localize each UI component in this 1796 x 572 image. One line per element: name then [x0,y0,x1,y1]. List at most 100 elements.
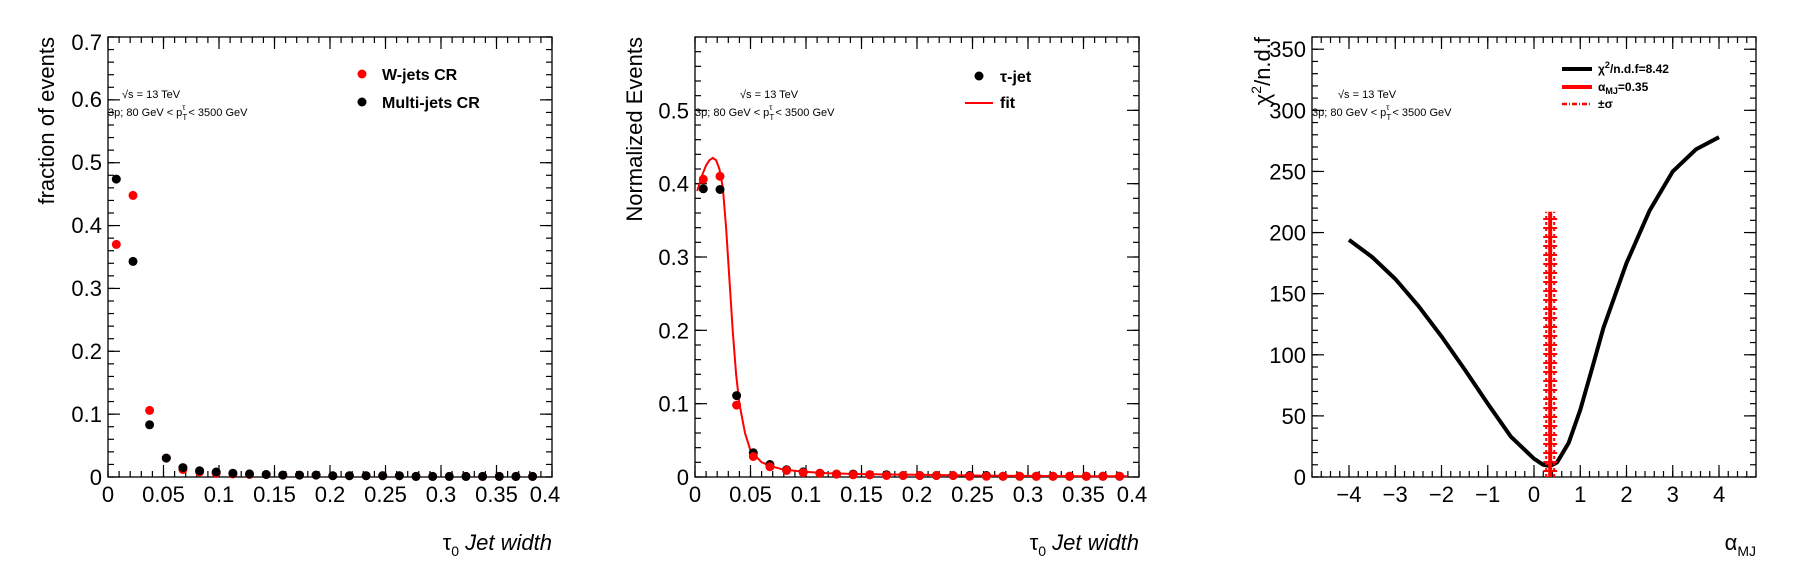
p2-xtick-label: 0 [689,482,701,507]
data-point [478,471,488,481]
data-point [394,471,404,481]
p3-ylabel-b: /n.d.f [1250,36,1275,86]
p3-ytick-label: 150 [1269,282,1306,307]
p3-data [1347,135,1720,477]
data-point [715,171,725,181]
p2-legend: τ-jet fit [965,69,1032,112]
p2-y-axis-label: Normalized Events [622,37,647,222]
p3-y-axis-label: χ2/n.d.f [1248,36,1275,105]
data-point [832,469,841,479]
p3-xtick-label: 4 [1713,482,1725,507]
p1-cut-sub: T [182,113,187,122]
p1-x-axis-label: τ0 Jet width [443,530,552,559]
p2-xlabel-rest: Jet width [1046,530,1139,555]
p3-ytick-label: 250 [1269,159,1306,184]
p1-cut-label: 3p; 80 GeV < pTτ < 3500 GeV [108,103,248,122]
chi2-curve [1347,135,1720,468]
p3-legend-chi2-a: χ [1598,62,1605,76]
data-point [411,471,421,481]
p3-legend-sigma: ±σ [1598,97,1613,111]
data-point [128,256,138,266]
data-point [882,471,891,480]
data-point [511,471,521,481]
p3-xtick-label: −3 [1383,482,1408,507]
p3-ytick-label: 350 [1269,37,1306,62]
p3-legend-alpha-b: =0.35 [1618,80,1649,94]
p3-xlabel-sub: MJ [1737,543,1756,559]
p1-ytick-label: 0.1 [71,402,102,427]
data-point [732,391,742,401]
p2-legend-fit: fit [1000,95,1016,112]
p1-xtick-label: 0.15 [253,482,296,507]
p3-frame [1311,36,1757,478]
data-point [865,470,875,480]
p1-cut-a: 3p; 80 GeV < p [108,107,182,119]
p3-legend-alpha-sub: MJ [1605,86,1618,96]
data-point [998,471,1008,481]
data-point [311,470,321,480]
data-point [765,462,775,472]
p3-xtick-label: 0 [1528,482,1540,507]
p2-legend-marker-taujet [974,71,984,81]
data-point [715,185,725,194]
p3-legend: χ2/n.d.f=8.42 αMJ=0.35 ±σ [1562,60,1669,111]
data-point [494,471,504,481]
p1-xlabel-sub: 0 [451,543,459,559]
p1-xtick-label: 0.2 [315,482,346,507]
p3-ticks [1311,36,1757,478]
data-point [261,470,271,479]
p1-y-axis-label: fraction of events [34,37,59,205]
p2-ticks [694,36,1140,478]
p3-legend-alpha-a: α [1598,80,1606,94]
p1-energy-label: √s = 13 TeV [122,89,181,101]
p1-ticks [107,36,553,478]
p3-xtick-label: 3 [1667,482,1679,507]
fit-curve [696,156,1128,478]
p1-data-points [111,174,538,481]
p2-y-tick-labels: 0 0.1 0.2 0.3 0.4 0.5 [658,98,689,490]
p1-legend-marker-multijets [357,97,367,107]
p2-xtick-label: 0.3 [1013,482,1044,507]
p2-cut-sub: T [769,113,774,122]
p3-cut-sub: T [1386,113,1391,122]
p1-legend-multijets: Multi-jets CR [382,95,480,112]
p2-xtick-label: 0.15 [840,482,883,507]
data-point [1098,471,1108,481]
data-point [1115,471,1125,481]
data-point [328,471,338,481]
data-point [295,470,304,480]
data-point [378,471,388,481]
p3-xtick-label: 2 [1620,482,1632,507]
p1-xtick-label: 0.05 [142,482,185,507]
data-point [1031,471,1041,481]
data-point [145,420,155,430]
p1-ytick-label: 0.3 [71,276,102,301]
p2-cut-sup: τ [769,103,773,112]
data-point [361,471,371,481]
data-point [195,466,205,476]
data-point [111,174,121,184]
p3-x-tick-labels: −4 −3 −2 −1 0 1 2 3 4 [1336,482,1725,507]
p1-xtick-label: 0.25 [364,482,407,507]
p3-y-tick-labels: 0 50 100 150 200 250 300 350 [1269,37,1306,490]
p3-cut-b: < 3500 GeV [1389,107,1452,119]
data-point [698,174,708,184]
data-point [898,471,908,480]
data-point [178,463,188,473]
data-point [782,465,792,475]
p2-data-points [696,156,1128,481]
data-point [245,469,254,479]
panel-normalized-events: 0 0.05 0.1 0.15 0.2 0.25 0.3 0.35 0.4 0 … [622,36,1147,559]
p1-xlabel-rest: Jet width [459,530,552,555]
p1-cut-b: < 3500 GeV [185,107,248,119]
p3-legend-chi2: χ2/n.d.f=8.42 [1598,60,1669,76]
p2-xlabel-sub: 0 [1038,543,1046,559]
data-point [128,190,138,200]
data-point [528,471,538,481]
p2-ytick-label: 0.4 [658,172,689,197]
p2-energy-label: √s = 13 TeV [740,89,799,101]
data-point [748,452,758,461]
p2-xtick-label: 0.2 [902,482,933,507]
data-point [931,471,941,480]
data-point [211,467,221,477]
